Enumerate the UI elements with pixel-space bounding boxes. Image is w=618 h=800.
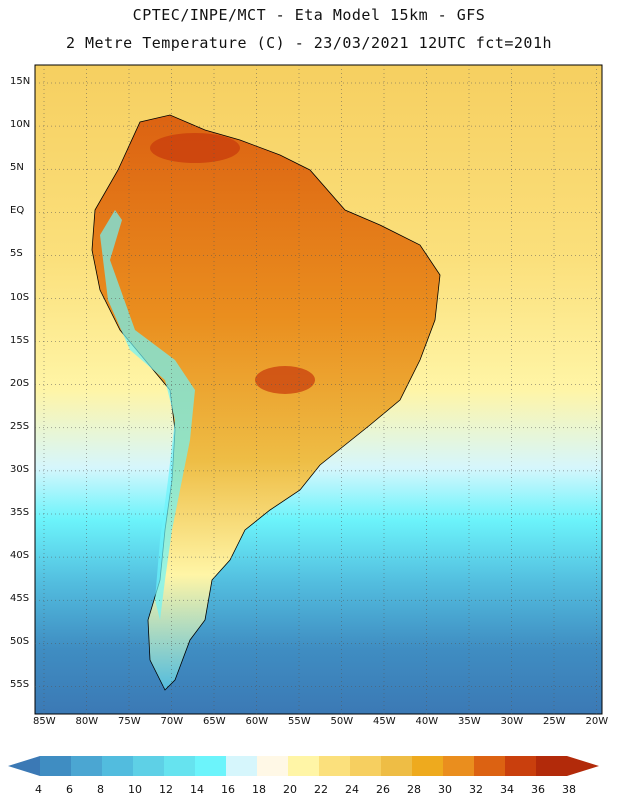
lat-tick-label: EQ — [10, 205, 25, 217]
legend-value-label: 22 — [314, 783, 328, 796]
lon-tick-label: 25W — [543, 716, 566, 727]
legend-swatch — [195, 756, 226, 776]
legend-value-label: 4 — [35, 783, 42, 796]
chart-title-line2: 2 Metre Temperature (C) - 23/03/2021 12U… — [65, 34, 553, 52]
legend-swatch — [288, 756, 319, 776]
legend-value-label: 18 — [252, 783, 266, 796]
lon-tick-label: 65W — [203, 716, 226, 727]
lat-tick-label: 50S — [10, 636, 30, 648]
legend-value-label: 28 — [407, 783, 421, 796]
lat-tick-label: 5S — [10, 248, 23, 260]
legend-swatch — [226, 756, 257, 776]
lat-tick-label: 5N — [10, 162, 24, 174]
lat-tick-label: 15S — [10, 334, 30, 346]
graticule — [35, 65, 602, 714]
legend-arrow-low — [8, 756, 40, 776]
lon-tick-label: 75W — [118, 716, 141, 727]
legend-value-label: 24 — [345, 783, 359, 796]
lon-tick-label: 45W — [373, 716, 396, 727]
legend-swatch — [164, 756, 195, 776]
lat-tick-label: 30S — [10, 463, 30, 475]
lon-tick-label: 40W — [415, 716, 439, 727]
lat-tick-label: 25S — [10, 420, 30, 432]
lat-tick-label: 40S — [10, 550, 30, 562]
chart-title-line1: CPTEC/INPE/MCT - Eta Model 15km - GFS — [132, 6, 486, 24]
legend-swatch — [474, 756, 505, 776]
legend-swatch — [381, 756, 412, 776]
lon-tick-label: 80W — [75, 716, 99, 727]
legend-swatch — [350, 756, 381, 776]
legend-swatch — [133, 756, 164, 776]
legend-swatch — [443, 756, 474, 776]
lat-tick-label: 20S — [10, 377, 30, 389]
hot-area-venezuela — [150, 133, 240, 163]
legend-swatch — [102, 756, 133, 776]
legend-value-label: 14 — [190, 783, 204, 796]
color-legend — [8, 756, 599, 776]
lon-tick-label: 35W — [458, 716, 481, 727]
hot-area-pantanal — [255, 366, 315, 394]
legend-value-label: 6 — [66, 783, 73, 796]
legend-swatch — [412, 756, 443, 776]
legend-value-label: 34 — [500, 783, 514, 796]
lon-tick-label: 50W — [330, 716, 354, 727]
legend-swatch — [505, 756, 536, 776]
lat-tick-label: 45S — [10, 593, 30, 605]
legend-swatch — [40, 756, 71, 776]
legend-value-label: 10 — [128, 783, 142, 796]
legend-value-label: 20 — [283, 783, 297, 796]
lat-tick-label: 10N — [10, 119, 31, 131]
legend-swatch — [536, 756, 567, 776]
legend-value-label: 12 — [159, 783, 173, 796]
legend-value-label: 36 — [531, 783, 545, 796]
legend-value-label: 38 — [562, 783, 576, 796]
lat-tick-label: 15N — [10, 76, 31, 87]
legend-value-label: 26 — [376, 783, 390, 796]
lon-tick-label: 30W — [500, 716, 524, 727]
lon-tick-label: 85W — [33, 716, 56, 727]
legend-value-label: 32 — [469, 783, 483, 796]
lon-tick-label: 20W — [585, 716, 609, 727]
legend-value-label: 8 — [97, 783, 104, 796]
lat-tick-label: 10S — [10, 291, 30, 303]
legend-swatch — [257, 756, 288, 776]
lat-tick-label: 35S — [10, 507, 30, 518]
legend-arrow-high — [567, 756, 599, 776]
lon-tick-label: 70W — [160, 716, 184, 727]
legend-swatch — [71, 756, 102, 776]
temperature-map — [34, 64, 603, 715]
lon-tick-label: 60W — [245, 716, 269, 727]
lat-tick-label: 55S — [10, 679, 30, 691]
lon-tick-label: 55W — [288, 716, 311, 727]
legend-value-label: 16 — [221, 783, 235, 796]
legend-swatch — [319, 756, 350, 776]
legend-value-label: 30 — [438, 783, 452, 796]
